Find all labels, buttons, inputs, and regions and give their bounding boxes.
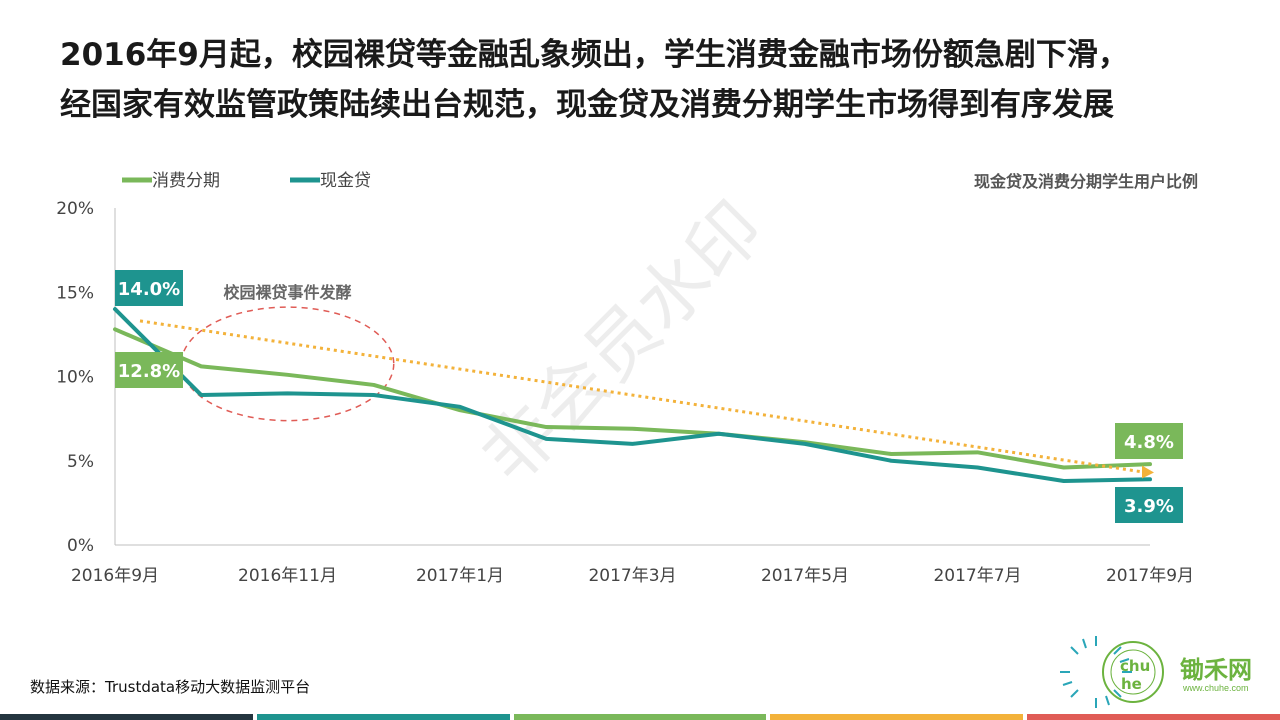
series-line (113, 327, 1152, 470)
watermark-text: 非会员水印 (465, 185, 779, 499)
data-label-box (115, 270, 183, 306)
chuhe-logo-icon: chu he (1060, 636, 1164, 708)
bottom-bar-segment (770, 714, 1024, 720)
annotation-label: 校园裸贷事件发酵 (223, 283, 351, 302)
x-tick-label: 2017年9月 (1106, 566, 1194, 586)
trend-line (139, 319, 1141, 474)
x-tick-label: 2016年9月 (71, 566, 159, 586)
chart-title: 现金贷及消费分期学生用户比例 (974, 172, 1198, 191)
data-label-box (115, 352, 183, 388)
x-tick-label: 2016年11月 (238, 566, 337, 586)
x-tick-label: 2017年3月 (588, 566, 676, 586)
y-tick-label: 0% (67, 536, 94, 556)
y-tick-label: 5% (67, 452, 94, 472)
x-tick-label: 2017年5月 (761, 566, 849, 586)
y-tick-label: 15% (56, 283, 94, 303)
logo-url: www.chuhe.com (1183, 683, 1249, 693)
title-line-2: 经国家有效监管政策陆续出台规范，现金贷及消费分期学生市场得到有序发展 (60, 87, 1114, 123)
data-label-box (1115, 423, 1183, 459)
svg-text:he: he (1121, 675, 1142, 693)
data-label-box (1115, 487, 1183, 523)
data-source-note: 数据来源：Trustdata移动大数据监测平台 (30, 678, 311, 696)
bottom-bar-segment (1027, 714, 1280, 720)
title-line-1: 2016年9月起，校园裸贷等金融乱象频出，学生消费金融市场份额急剧下滑， (60, 37, 1129, 73)
bottom-bar-segment (513, 714, 767, 720)
y-tick-label: 20% (56, 199, 94, 219)
bottom-color-bar (0, 714, 1280, 720)
y-tick-label: 10% (56, 368, 94, 388)
trend-arrowhead (1142, 465, 1154, 479)
logo-wordmark: 锄禾网 (1180, 656, 1252, 684)
data-label: 4.8% (1124, 432, 1174, 453)
data-label: 14.0% (118, 279, 180, 300)
x-tick-label: 2017年1月 (416, 566, 504, 586)
page-title: 2016年9月起，校园裸贷等金融乱象频出，学生消费金融市场份额急剧下滑， 经国家… (60, 30, 1240, 130)
legend-label: 现金贷 (320, 171, 371, 191)
data-label: 12.8% (118, 361, 180, 382)
legend-label: 消费分期 (152, 171, 220, 191)
x-tick-label: 2017年7月 (933, 566, 1021, 586)
bottom-bar-segment (0, 714, 253, 720)
series-line (113, 307, 1152, 483)
svg-text:chu: chu (1120, 657, 1150, 675)
data-label: 3.9% (1124, 496, 1174, 517)
annotation-ellipse (180, 306, 395, 422)
bottom-bar-segment (256, 714, 510, 720)
